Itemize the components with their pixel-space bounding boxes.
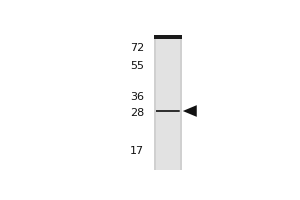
Text: 36: 36 [130,92,145,102]
Text: 55: 55 [130,61,145,71]
Bar [154,35,182,39]
Bar [156,110,179,112]
Bar [156,110,180,112]
Text: 28: 28 [130,108,145,118]
Text: 17: 17 [130,146,145,156]
Polygon shape [183,105,197,117]
Bar [154,35,182,170]
Bar [156,35,180,170]
Text: 72: 72 [130,43,145,53]
